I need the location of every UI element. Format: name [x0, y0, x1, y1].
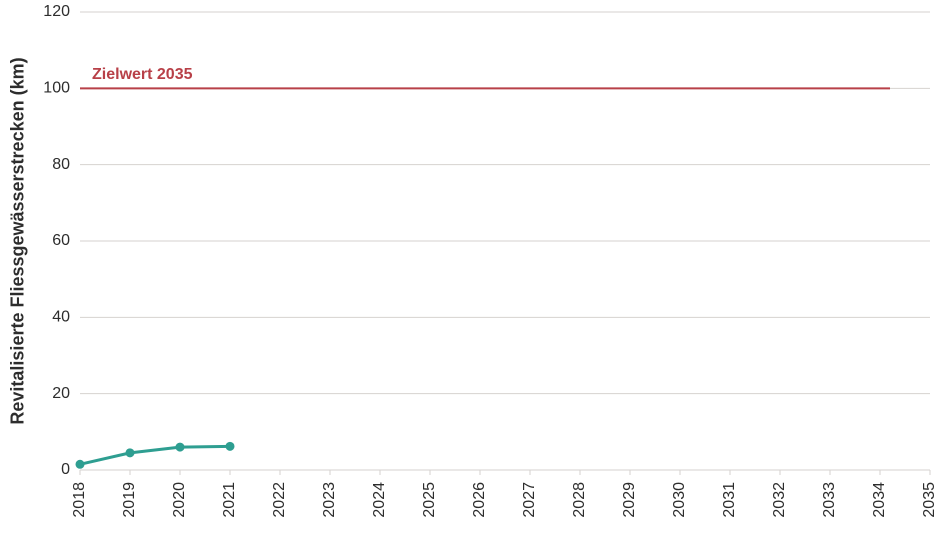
svg-text:2027: 2027: [521, 482, 538, 518]
svg-text:2035: 2035: [921, 482, 938, 518]
svg-text:2029: 2029: [621, 482, 638, 518]
svg-text:2032: 2032: [771, 482, 788, 518]
svg-text:100: 100: [43, 80, 70, 97]
target-line-label: Zielwert 2035: [92, 66, 193, 84]
svg-text:80: 80: [52, 156, 70, 173]
svg-text:40: 40: [52, 309, 70, 326]
svg-text:120: 120: [43, 3, 70, 20]
svg-text:2033: 2033: [821, 482, 838, 518]
svg-text:2031: 2031: [721, 482, 738, 518]
svg-text:0: 0: [61, 461, 70, 478]
svg-text:60: 60: [52, 232, 70, 249]
svg-text:2023: 2023: [321, 482, 338, 518]
svg-text:2025: 2025: [421, 482, 438, 518]
svg-text:2020: 2020: [171, 482, 188, 518]
svg-text:2018: 2018: [71, 482, 88, 518]
svg-text:2022: 2022: [271, 482, 288, 518]
svg-text:2026: 2026: [471, 482, 488, 518]
svg-text:2034: 2034: [871, 482, 888, 518]
svg-text:2024: 2024: [371, 482, 388, 518]
svg-text:2030: 2030: [671, 482, 688, 518]
y-axis-label: Revitalisierte Fliessgewässerstrecken (k…: [8, 57, 29, 424]
svg-text:2021: 2021: [221, 482, 238, 518]
svg-text:2019: 2019: [121, 482, 138, 518]
svg-text:2028: 2028: [571, 482, 588, 518]
line-chart: Revitalisierte Fliessgewässerstrecken (k…: [0, 0, 942, 542]
svg-text:20: 20: [52, 385, 70, 402]
